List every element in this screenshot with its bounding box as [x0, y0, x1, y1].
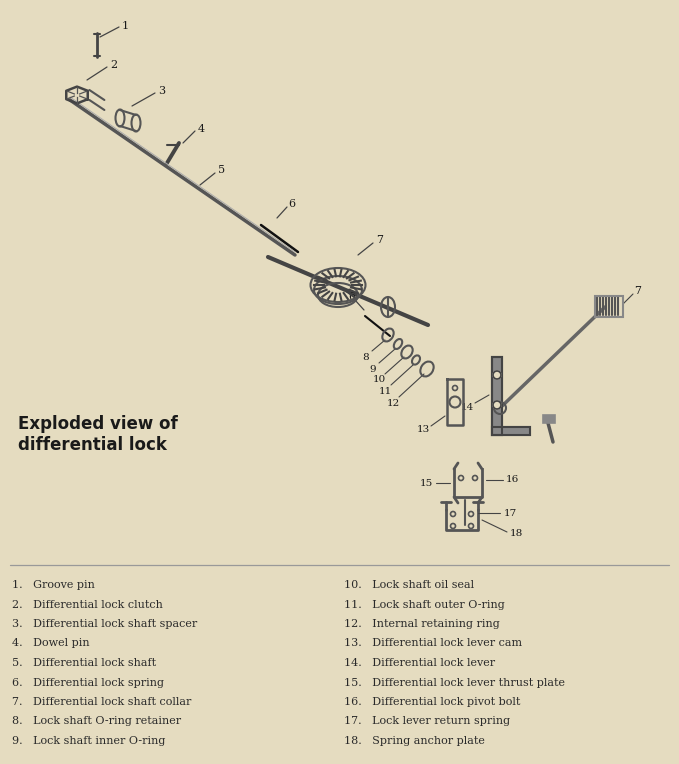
Bar — [492, 427, 530, 435]
Text: 10: 10 — [372, 375, 386, 384]
Text: 12: 12 — [386, 399, 400, 407]
Circle shape — [493, 371, 501, 379]
Bar — [492, 357, 502, 435]
Text: 16.   Differential lock pivot bolt: 16. Differential lock pivot bolt — [344, 697, 520, 707]
Text: 7: 7 — [376, 235, 384, 245]
Text: 13: 13 — [416, 426, 430, 435]
Text: 8.   Lock shaft O-ring retainer: 8. Lock shaft O-ring retainer — [12, 717, 181, 727]
Text: 6: 6 — [289, 199, 295, 209]
Text: 7: 7 — [634, 286, 642, 296]
Text: 8: 8 — [363, 352, 369, 361]
Text: 2.   Differential lock clutch: 2. Differential lock clutch — [12, 600, 163, 610]
Text: 3: 3 — [158, 86, 166, 96]
Text: differential lock: differential lock — [18, 436, 167, 454]
Text: 13.   Differential lock lever cam: 13. Differential lock lever cam — [344, 639, 522, 649]
Text: 9: 9 — [369, 364, 376, 374]
Text: 5.   Differential lock shaft: 5. Differential lock shaft — [12, 658, 156, 668]
Text: 18: 18 — [509, 529, 523, 539]
Text: 10.   Lock shaft oil seal: 10. Lock shaft oil seal — [344, 580, 474, 590]
Circle shape — [493, 401, 501, 409]
Text: 14.   Differential lock lever: 14. Differential lock lever — [344, 658, 495, 668]
Bar — [492, 427, 530, 435]
Text: 7.   Differential lock shaft collar: 7. Differential lock shaft collar — [12, 697, 191, 707]
Text: 5: 5 — [219, 165, 225, 175]
Bar — [543, 415, 555, 423]
Text: 6.   Differential lock spring: 6. Differential lock spring — [12, 678, 164, 688]
Text: Exploded view of: Exploded view of — [18, 415, 178, 433]
Bar — [595, 296, 623, 317]
Text: 1.   Groove pin: 1. Groove pin — [12, 580, 95, 590]
Text: 15: 15 — [420, 478, 433, 487]
Text: 3.   Differential lock shaft spacer: 3. Differential lock shaft spacer — [12, 619, 198, 629]
Text: 12.   Internal retaining ring: 12. Internal retaining ring — [344, 619, 500, 629]
Text: 4: 4 — [198, 124, 204, 134]
Text: 11: 11 — [378, 387, 392, 396]
Text: 4.   Dowel pin: 4. Dowel pin — [12, 639, 90, 649]
Text: 17.   Lock lever return spring: 17. Lock lever return spring — [344, 717, 510, 727]
Text: 6: 6 — [348, 292, 356, 302]
Text: 2: 2 — [111, 60, 117, 70]
Text: 1: 1 — [122, 21, 128, 31]
Text: 18.   Spring anchor plate: 18. Spring anchor plate — [344, 736, 485, 746]
Text: 15.   Differential lock lever thrust plate: 15. Differential lock lever thrust plate — [344, 678, 565, 688]
Text: 9.   Lock shaft inner O-ring: 9. Lock shaft inner O-ring — [12, 736, 166, 746]
Text: 16: 16 — [505, 475, 519, 484]
Text: 11.   Lock shaft outer O-ring: 11. Lock shaft outer O-ring — [344, 600, 504, 610]
Text: 14: 14 — [460, 403, 474, 412]
Bar — [492, 357, 502, 435]
Text: 17: 17 — [503, 509, 517, 517]
